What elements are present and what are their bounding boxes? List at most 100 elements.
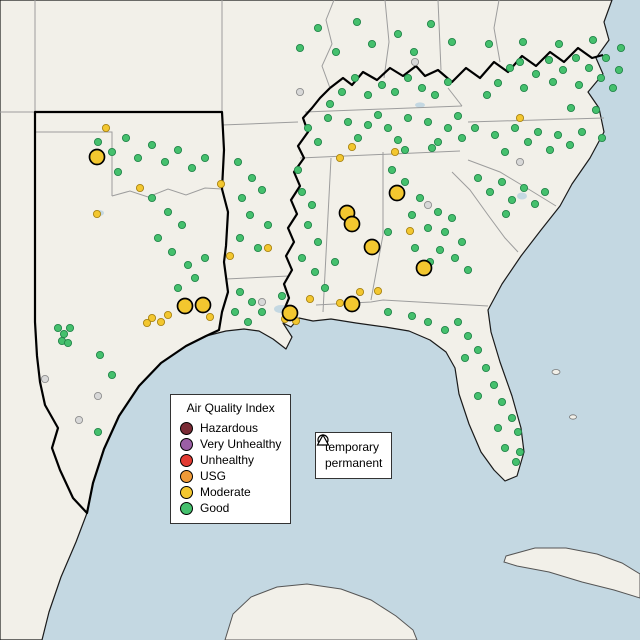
station-good bbox=[313, 137, 323, 147]
station-good bbox=[574, 80, 584, 90]
yucatan-peninsula bbox=[224, 583, 418, 640]
station-good bbox=[577, 127, 587, 137]
station-good bbox=[500, 443, 510, 453]
lake bbox=[517, 192, 527, 200]
good-swatch-icon bbox=[180, 501, 193, 515]
station-moderate bbox=[347, 142, 357, 152]
station-good bbox=[253, 243, 263, 253]
station-good bbox=[383, 123, 393, 133]
station-good bbox=[485, 187, 495, 197]
moderate-swatch-icon bbox=[180, 485, 193, 499]
station-good bbox=[310, 267, 320, 277]
station-good bbox=[515, 57, 525, 67]
station-good bbox=[447, 37, 457, 47]
station-good bbox=[173, 145, 183, 155]
station-good bbox=[187, 163, 197, 173]
station-moderate-temporary bbox=[415, 259, 433, 277]
station-good bbox=[591, 105, 601, 115]
legend-item-label: temporary bbox=[325, 440, 380, 454]
island bbox=[551, 369, 561, 375]
station-good bbox=[473, 345, 483, 355]
station-good bbox=[307, 200, 317, 210]
station-good bbox=[548, 77, 558, 87]
station-good bbox=[107, 370, 117, 380]
station-good bbox=[337, 87, 347, 97]
station-moderate bbox=[163, 310, 173, 320]
station-moderate bbox=[263, 243, 273, 253]
station-good bbox=[616, 43, 626, 53]
station-good bbox=[343, 117, 353, 127]
station-moderate-temporary bbox=[388, 184, 406, 202]
station-good bbox=[63, 338, 73, 348]
station-good bbox=[453, 111, 463, 121]
station-good bbox=[463, 265, 473, 275]
region-outline-southeast-mississippi-river bbox=[282, 87, 331, 319]
station-no-data bbox=[93, 391, 103, 401]
station-good bbox=[433, 137, 443, 147]
station-good bbox=[453, 317, 463, 327]
station-good bbox=[383, 307, 393, 317]
state-border-line bbox=[35, 131, 113, 196]
station-good bbox=[407, 210, 417, 220]
station-good bbox=[460, 353, 470, 363]
station-good bbox=[147, 140, 157, 150]
station-good bbox=[403, 113, 413, 123]
station-good bbox=[530, 199, 540, 209]
station-good bbox=[500, 147, 510, 157]
station-good bbox=[482, 90, 492, 100]
station-good bbox=[367, 39, 377, 49]
station-moderate bbox=[335, 153, 345, 163]
station-good bbox=[167, 247, 177, 257]
station-good bbox=[409, 47, 419, 57]
station-good bbox=[510, 123, 520, 133]
station-good bbox=[601, 53, 611, 63]
station-moderate bbox=[373, 286, 383, 296]
hazardous-swatch-icon bbox=[180, 421, 193, 435]
station-good bbox=[515, 447, 525, 457]
station-no-data bbox=[423, 200, 433, 210]
station-good bbox=[427, 143, 437, 153]
legend-item-unhealthy: Unhealthy bbox=[180, 452, 281, 468]
legend-air-quality-index: Air Quality Index Hazardous Very Unhealt… bbox=[170, 394, 292, 524]
station-good bbox=[497, 177, 507, 187]
station-good bbox=[377, 80, 387, 90]
station-moderate-temporary bbox=[343, 215, 361, 233]
station-good bbox=[426, 19, 436, 29]
legend-item-label: Moderate bbox=[200, 485, 251, 499]
station-good bbox=[303, 123, 313, 133]
state-border-line bbox=[383, 0, 390, 79]
points-layer bbox=[40, 17, 626, 467]
station-good bbox=[53, 323, 63, 333]
station-good bbox=[257, 307, 267, 317]
unhealthy-swatch-icon bbox=[180, 453, 193, 467]
station-good bbox=[95, 350, 105, 360]
station-good bbox=[554, 39, 564, 49]
station-good bbox=[540, 187, 550, 197]
legend-item-very-unhealthy: Very Unhealthy bbox=[180, 436, 281, 452]
station-good bbox=[353, 133, 363, 143]
legend-item-usg: USG bbox=[180, 468, 281, 484]
station-good bbox=[596, 73, 606, 83]
state-border-line bbox=[221, 121, 299, 126]
island bbox=[569, 414, 577, 420]
station-good bbox=[571, 53, 581, 63]
state-border-line bbox=[225, 275, 290, 280]
station-good bbox=[237, 193, 247, 203]
station-good bbox=[177, 220, 187, 230]
usg-swatch-icon bbox=[180, 469, 193, 483]
station-good bbox=[93, 137, 103, 147]
station-moderate bbox=[390, 147, 400, 157]
legend-item-hazardous: Hazardous bbox=[180, 420, 281, 436]
station-moderate bbox=[335, 298, 345, 308]
station-good bbox=[545, 145, 555, 155]
station-good bbox=[59, 329, 69, 339]
station-good bbox=[544, 55, 554, 65]
station-good bbox=[566, 103, 576, 113]
station-good bbox=[121, 133, 131, 143]
station-good bbox=[417, 83, 427, 93]
legend-item-label: Very Unhealthy bbox=[200, 437, 282, 451]
station-no-data bbox=[257, 297, 267, 307]
station-good bbox=[463, 331, 473, 341]
state-border-line bbox=[370, 152, 384, 301]
